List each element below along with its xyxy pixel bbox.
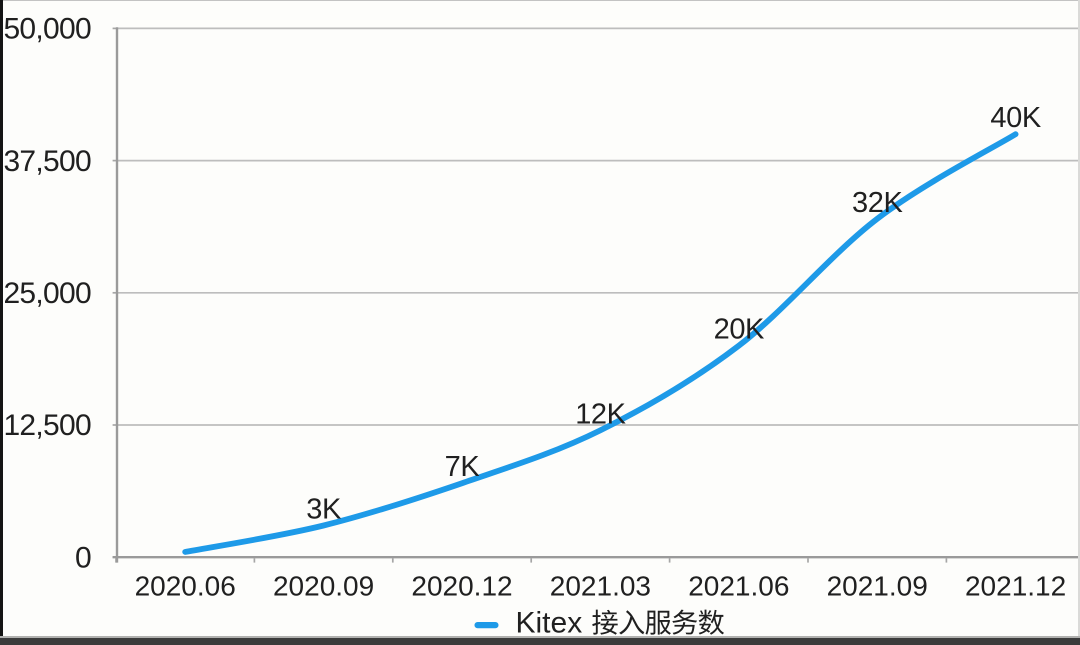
x-axis-tick-label: 2020.06 — [135, 571, 236, 602]
x-axis-tick-label: 2021.03 — [550, 571, 651, 602]
y-axis-tick-label: 0 — [75, 541, 91, 574]
data-point-label: 12K — [575, 398, 626, 430]
series-line — [182, 131, 1019, 555]
legend-line-swatch — [474, 622, 499, 629]
x-axis-tick-label: 2021.12 — [965, 571, 1066, 602]
y-axis-tick-label: 25,000 — [3, 277, 91, 310]
y-axis-tick-label: 50,000 — [3, 13, 91, 46]
data-point-label: 3K — [306, 493, 342, 525]
frame-edge-bottom-highlight — [0, 635, 1080, 638]
data-point-label: 7K — [445, 451, 481, 483]
data-point-label: 20K — [714, 314, 765, 346]
y-axis-tick-label: 37,500 — [3, 145, 91, 178]
legend-label-cjk — [592, 609, 725, 635]
frame-edge-right — [1077, 0, 1080, 645]
legend-label-latin: Kitex — [516, 607, 583, 640]
frame-edge-top — [0, 0, 1080, 2]
x-axis-tick-label: 2020.12 — [411, 571, 512, 602]
frame-edge-left — [0, 0, 3, 645]
data-point-label: 40K — [990, 102, 1041, 134]
frame-bottom-bar — [0, 637, 1080, 645]
data-point-label: 32K — [852, 187, 903, 219]
x-axis-tick-label: 2020.09 — [273, 571, 374, 602]
x-axis-tick-label: 2021.06 — [688, 571, 789, 602]
y-axis-tick-label: 12,500 — [3, 409, 91, 442]
x-axis-tick-label: 2021.09 — [827, 571, 928, 602]
